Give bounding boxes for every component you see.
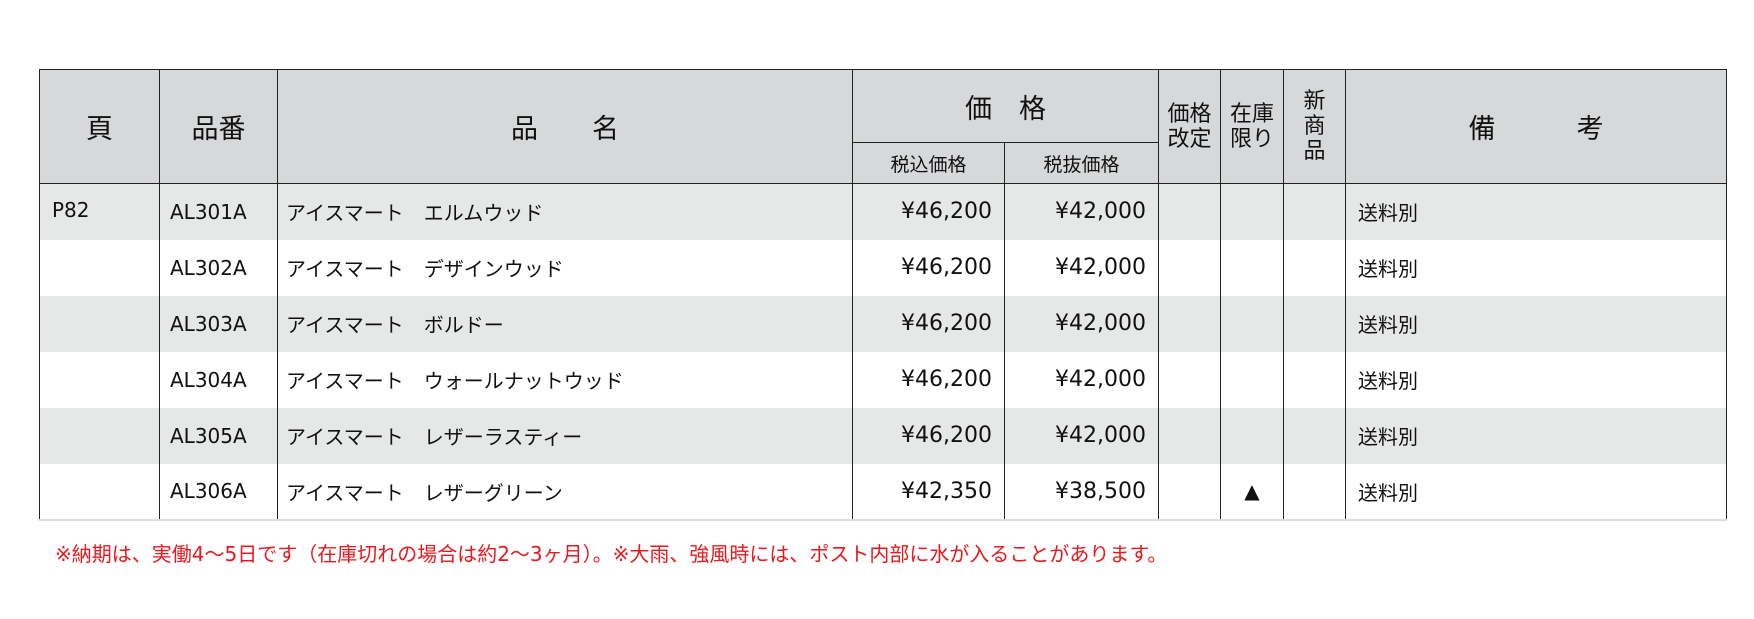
price-incl-cell: ¥46,200 (852, 295, 1005, 352)
price-excl-cell: ¥38,500 (1004, 463, 1159, 521)
price-incl-cell: ¥46,200 (852, 351, 1005, 408)
code-cell: AL301A (159, 183, 278, 240)
code-cell: AL303A (159, 295, 278, 352)
code-cell: AL304A (159, 351, 278, 408)
price-revised-cell (1158, 407, 1221, 464)
stock-limited-cell: ▲ (1220, 463, 1284, 521)
table-row: AL304A アイスマート ウォールナットウッド ¥46,200 ¥42,000 送料別 (39, 351, 1727, 408)
name-cell: アイスマート ウォールナットウッド (277, 351, 853, 408)
page-cell (39, 295, 160, 352)
page-cell (39, 407, 160, 464)
price-revised-cell (1158, 295, 1221, 352)
name-cell: アイスマート レザーグリーン (277, 463, 853, 521)
new-product-cell (1283, 351, 1346, 408)
table-row: P82 AL301A アイスマート エルムウッド ¥46,200 ¥42,000 送料別 (39, 183, 1727, 240)
remarks-cell: 送料別 (1345, 239, 1727, 296)
page-cell: P82 (39, 183, 160, 240)
price-excl-cell: ¥42,000 (1004, 239, 1159, 296)
name-cell: アイスマート エルムウッド (277, 183, 853, 240)
code-cell: AL302A (159, 239, 278, 296)
header-price-excl: 税抜価格 (1004, 142, 1159, 184)
price-excl-cell: ¥42,000 (1004, 183, 1159, 240)
remarks-cell: 送料別 (1345, 183, 1727, 240)
table-row: AL302A アイスマート デザインウッド ¥46,200 ¥42,000 送料別 (39, 239, 1727, 296)
name-cell: アイスマート デザインウッド (277, 239, 853, 296)
new-product-cell (1283, 295, 1346, 352)
price-revised-cell (1158, 351, 1221, 408)
name-cell: アイスマート ボルドー (277, 295, 853, 352)
footnote: ※納期は、実働4〜5日です（在庫切れの場合は約2〜3ヶ月）。※大雨、強風時には、… (55, 542, 1168, 566)
header-page: 頁 (39, 69, 160, 184)
price-excl-cell: ¥42,000 (1004, 351, 1159, 408)
stock-limited-cell (1220, 351, 1284, 408)
price-incl-cell: ¥46,200 (852, 239, 1005, 296)
price-table: 頁 品番 品 名 価 格 価格改定 在庫限り 新商品 備 考 税込価格 税抜価格… (39, 69, 1727, 521)
stock-limited-cell (1220, 295, 1284, 352)
header-name: 品 名 (277, 69, 853, 184)
price-revised-cell (1158, 239, 1221, 296)
price-incl-cell: ¥46,200 (852, 407, 1005, 464)
price-incl-cell: ¥46,200 (852, 183, 1005, 240)
page-cell (39, 239, 160, 296)
header-price-incl: 税込価格 (852, 142, 1005, 184)
header-remarks: 備 考 (1345, 69, 1727, 184)
header-new-product: 新商品 (1283, 69, 1346, 184)
price-revised-cell (1158, 183, 1221, 240)
new-product-cell (1283, 239, 1346, 296)
remarks-cell: 送料別 (1345, 407, 1727, 464)
header-stock-limited: 在庫限り (1220, 69, 1284, 184)
stock-limited-cell (1220, 183, 1284, 240)
header-price: 価 格 (852, 69, 1159, 143)
remarks-cell: 送料別 (1345, 463, 1727, 521)
stock-limited-cell (1220, 407, 1284, 464)
table-row: AL306A アイスマート レザーグリーン ¥42,350 ¥38,500 ▲ 送料別 (39, 463, 1727, 521)
page-cell (39, 351, 160, 408)
name-cell: アイスマート レザーラスティー (277, 407, 853, 464)
table-row: AL303A アイスマート ボルドー ¥46,200 ¥42,000 送料別 (39, 295, 1727, 352)
page-cell (39, 463, 160, 521)
remarks-cell: 送料別 (1345, 295, 1727, 352)
header-price-revised: 価格改定 (1158, 69, 1221, 184)
price-excl-cell: ¥42,000 (1004, 295, 1159, 352)
table-row: AL305A アイスマート レザーラスティー ¥46,200 ¥42,000 送料別 (39, 407, 1727, 464)
price-incl-cell: ¥42,350 (852, 463, 1005, 521)
price-excl-cell: ¥42,000 (1004, 407, 1159, 464)
stock-limited-cell (1220, 239, 1284, 296)
new-product-cell (1283, 407, 1346, 464)
header-code: 品番 (159, 69, 278, 184)
new-product-cell (1283, 183, 1346, 240)
code-cell: AL306A (159, 463, 278, 521)
new-product-cell (1283, 463, 1346, 521)
remarks-cell: 送料別 (1345, 351, 1727, 408)
code-cell: AL305A (159, 407, 278, 464)
price-revised-cell (1158, 463, 1221, 521)
